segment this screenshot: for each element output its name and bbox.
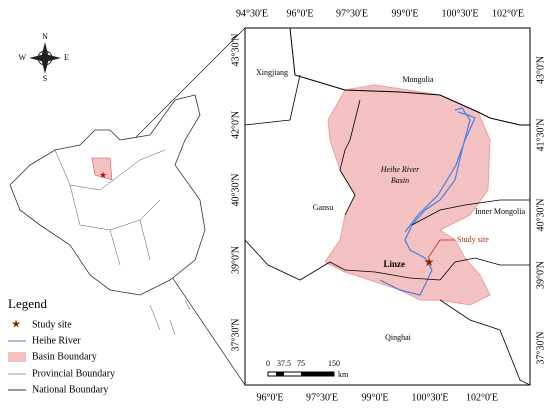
legend-label: Study site — [32, 319, 72, 330]
scale-unit: km — [338, 370, 349, 379]
national-boundary — [289, 27, 530, 126]
right-label: 43°0'N — [535, 56, 546, 84]
legend-label: Heihe River — [32, 335, 81, 346]
legend-symbol: ★ — [11, 319, 21, 331]
region-label: Inner Mongolia — [475, 207, 525, 216]
legend-label: Basin Boundary — [32, 351, 97, 362]
islands — [149, 299, 191, 336]
scale-bar — [301, 372, 334, 376]
bottom-label: 96°0'E — [257, 392, 284, 403]
top-label: 99°0'E — [392, 8, 419, 19]
right-label: 41°30'N — [535, 118, 546, 151]
region-label: Xingjiang — [256, 68, 288, 77]
region-label: Mongolia — [402, 75, 434, 84]
scale-label: 75 — [297, 359, 305, 368]
scale-label: 0 — [266, 359, 270, 368]
river — [379, 107, 476, 296]
scale-label: 37.5 — [277, 359, 291, 368]
scale-bar — [276, 372, 284, 376]
legend-label: National Boundary — [32, 384, 108, 395]
compass — [29, 42, 61, 74]
region-label: Qinghai — [385, 333, 412, 342]
compass-label: W — [18, 53, 26, 62]
left-label: 42°0'N — [230, 111, 241, 139]
site-label: Study site — [457, 235, 489, 244]
top-label: 97°30'E — [336, 8, 368, 19]
left-label: 40°30'N — [230, 173, 241, 206]
top-label: 100°30'E — [442, 8, 479, 19]
right-label: 40°30'N — [535, 198, 546, 231]
top-label: 94°30'E — [236, 8, 268, 19]
bottom-label: 97°30'E — [306, 392, 338, 403]
left-label: 39°0'N — [230, 246, 241, 274]
top-label: 102°0'E — [492, 8, 524, 19]
leader — [427, 239, 455, 259]
site-star: ★ — [424, 255, 435, 269]
right-label: 37°30'N — [535, 331, 546, 364]
provincial-boundary — [244, 74, 531, 386]
basin-label: Heihe River — [380, 165, 420, 174]
legend-title: Legend — [8, 296, 47, 311]
left-label: 43°30'N — [230, 33, 241, 66]
inset-basin — [91, 157, 113, 181]
inset-star: ★ — [99, 170, 107, 180]
bottom-label: 102°0'E — [466, 392, 498, 403]
top-label: 96°0'E — [287, 8, 314, 19]
right-label: 39°0'N — [535, 261, 546, 289]
graticule: 94°30'E 96°0'E 97°30'E 99°0'E 100°30'E 102°0'… — [230, 8, 546, 403]
compass-label: N — [42, 32, 48, 41]
compass-label: S — [43, 74, 47, 83]
bottom-label: 100°30'E — [412, 392, 449, 403]
china-outline — [9, 94, 206, 296]
china-provinces — [54, 149, 166, 266]
compass-label: E — [64, 53, 69, 62]
town-label: Linze — [384, 259, 406, 269]
legend-symbol — [8, 352, 26, 362]
region-label: Gansu — [313, 203, 333, 212]
basin-label: Basin — [391, 176, 409, 185]
scale-label: 150 — [328, 359, 340, 368]
bottom-label: 99°0'E — [362, 392, 389, 403]
legend-label: Provincial Boundary — [32, 368, 115, 379]
compass — [37, 50, 53, 66]
left-label: 37°30'N — [230, 318, 241, 351]
